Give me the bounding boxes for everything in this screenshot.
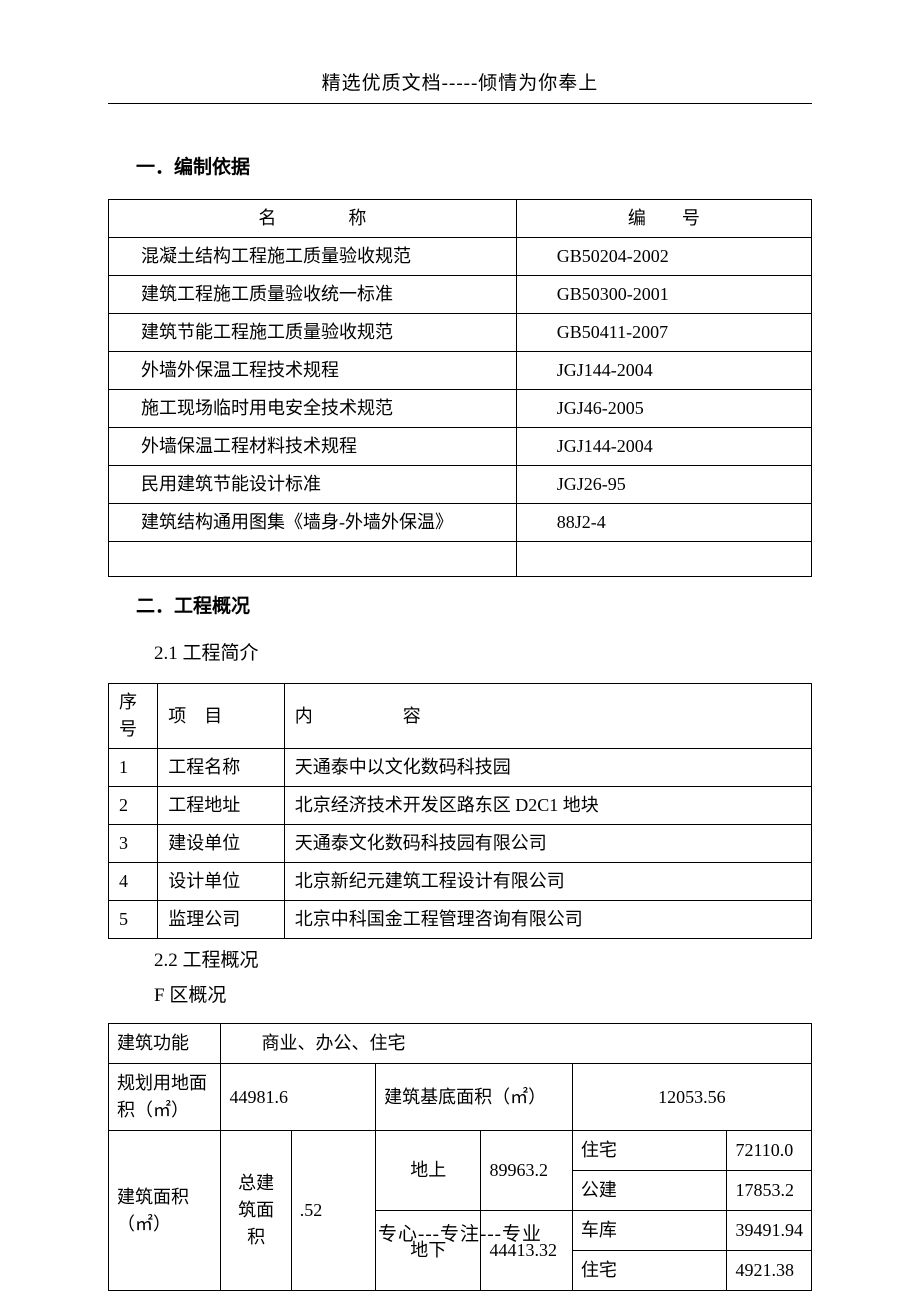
section2-sub2-area: F 区概况 [154,980,812,1007]
table-row: 4设计单位北京新纪元建筑工程设计有限公司 [109,863,812,901]
cell-val: 天通泰中以文化数码科技园 [284,749,811,787]
cell-val: 北京经济技术开发区路东区 D2C1 地块 [284,787,811,825]
cell-code: GB50204-2002 [516,238,811,276]
cell-idx: 4 [109,863,158,901]
cell-item: 设计单位 [158,863,285,901]
cell-code: JGJ46-2005 [516,390,811,428]
cell-val: 天通泰文化数码科技园有限公司 [284,825,811,863]
cell-func-value: 商业、办公、住宅 [221,1024,812,1064]
table-row: 混凝土结构工程施工质量验收规范GB50204-2002 [109,238,812,276]
cell-base-area-value: 12053.56 [572,1064,811,1131]
cell-item: 工程地址 [158,787,285,825]
cell-public-label: 公建 [572,1171,727,1211]
cell-name: 外墙外保温工程技术规程 [109,352,517,390]
table-row: 3建设单位天通泰文化数码科技园有限公司 [109,825,812,863]
section2-sub2-title: 2.2 工程概况 [154,945,812,972]
cell-code: GB50411-2007 [516,314,811,352]
cell-item: 建设单位 [158,825,285,863]
area-overview-table: 建筑功能 商业、办公、住宅 规划用地面积（㎡） 44981.6 建筑基底面积（㎡… [108,1023,812,1291]
table-row: 外墙保温工程材料技术规程JGJ144-2004 [109,428,812,466]
cell-name: 建筑工程施工质量验收统一标准 [109,276,517,314]
cell-total-label: 总建筑面积 [221,1131,291,1291]
cell-code: JGJ26-95 [516,466,811,504]
cell-above-value: 89963.2 [481,1131,572,1211]
cell-idx: 5 [109,901,158,939]
cell-residential-label: 住宅 [572,1131,727,1171]
cell-item: 监理公司 [158,901,285,939]
page-footer: 专心---专注---专业 [0,1219,920,1246]
cell-public-value: 17853.2 [727,1171,812,1211]
cell-name: 外墙保温工程材料技术规程 [109,428,517,466]
cell-code: JGJ144-2004 [516,428,811,466]
cell-empty [516,542,811,577]
col-name-header: 名 称 [109,200,517,238]
cell-idx: 2 [109,787,158,825]
cell-val: 北京中科国金工程管理咨询有限公司 [284,901,811,939]
section2-sub1-title: 2.1 工程简介 [154,638,812,665]
table-row: 建筑结构通用图集《墙身-外墙外保温》88J2-4 [109,504,812,542]
cell-idx: 3 [109,825,158,863]
page: 精选优质文档-----倾情为你奉上 一．编制依据 名 称 编 号 混凝土结构工程… [0,0,920,1302]
table-row: 建筑节能工程施工质量验收规范GB50411-2007 [109,314,812,352]
table-row: 外墙外保温工程技术规程JGJ144-2004 [109,352,812,390]
table-row: 规划用地面积（㎡） 44981.6 建筑基底面积（㎡） 12053.56 [109,1064,812,1131]
cell-base-area-label: 建筑基底面积（㎡） [376,1064,573,1131]
cell-below-res-value: 4921.38 [727,1251,812,1291]
col-val-header: 内 容 [284,684,811,749]
cell-val: 北京新纪元建筑工程设计有限公司 [284,863,811,901]
cell-total-value: .52 [291,1131,375,1291]
table-row: 1工程名称天通泰中以文化数码科技园 [109,749,812,787]
cell-build-area-label: 建筑面积（㎡） [109,1131,221,1291]
table-row: 5监理公司北京中科国金工程管理咨询有限公司 [109,901,812,939]
cell-code: 88J2-4 [516,504,811,542]
cell-code: GB50300-2001 [516,276,811,314]
col-item-header: 项 目 [158,684,285,749]
col-idx-header: 序号 [109,684,158,749]
cell-name: 施工现场临时用电安全技术规范 [109,390,517,428]
table-row: 建筑面积（㎡） 总建筑面积 .52 地上 89963.2 住宅 72110.0 [109,1131,812,1171]
cell-name: 民用建筑节能设计标准 [109,466,517,504]
project-intro-table: 序号 项 目 内 容 1工程名称天通泰中以文化数码科技园 2工程地址北京经济技术… [108,683,812,939]
basis-table: 名 称 编 号 混凝土结构工程施工质量验收规范GB50204-2002 建筑工程… [108,199,812,577]
table-row: 施工现场临时用电安全技术规范JGJ46-2005 [109,390,812,428]
table-header-row: 序号 项 目 内 容 [109,684,812,749]
table-header-row: 名 称 编 号 [109,200,812,238]
cell-code: JGJ144-2004 [516,352,811,390]
table-row: 建筑工程施工质量验收统一标准GB50300-2001 [109,276,812,314]
cell-above-label: 地上 [376,1131,481,1211]
cell-plan-area-label: 规划用地面积（㎡） [109,1064,221,1131]
cell-residential-value: 72110.0 [727,1131,812,1171]
section1-title: 一．编制依据 [136,152,812,179]
section2-title: 二．工程概况 [136,591,812,618]
cell-idx: 1 [109,749,158,787]
table-row: 民用建筑节能设计标准JGJ26-95 [109,466,812,504]
col-code-header: 编 号 [516,200,811,238]
cell-func-label: 建筑功能 [109,1024,221,1064]
table-row-empty [109,542,812,577]
table-row: 建筑功能 商业、办公、住宅 [109,1024,812,1064]
table-row: 2工程地址北京经济技术开发区路东区 D2C1 地块 [109,787,812,825]
cell-name: 混凝土结构工程施工质量验收规范 [109,238,517,276]
cell-below-res-label: 住宅 [572,1251,727,1291]
cell-item: 工程名称 [158,749,285,787]
cell-name: 建筑节能工程施工质量验收规范 [109,314,517,352]
cell-name: 建筑结构通用图集《墙身-外墙外保温》 [109,504,517,542]
cell-plan-area-value: 44981.6 [221,1064,376,1131]
cell-empty [109,542,517,577]
page-header: 精选优质文档-----倾情为你奉上 [108,68,812,104]
